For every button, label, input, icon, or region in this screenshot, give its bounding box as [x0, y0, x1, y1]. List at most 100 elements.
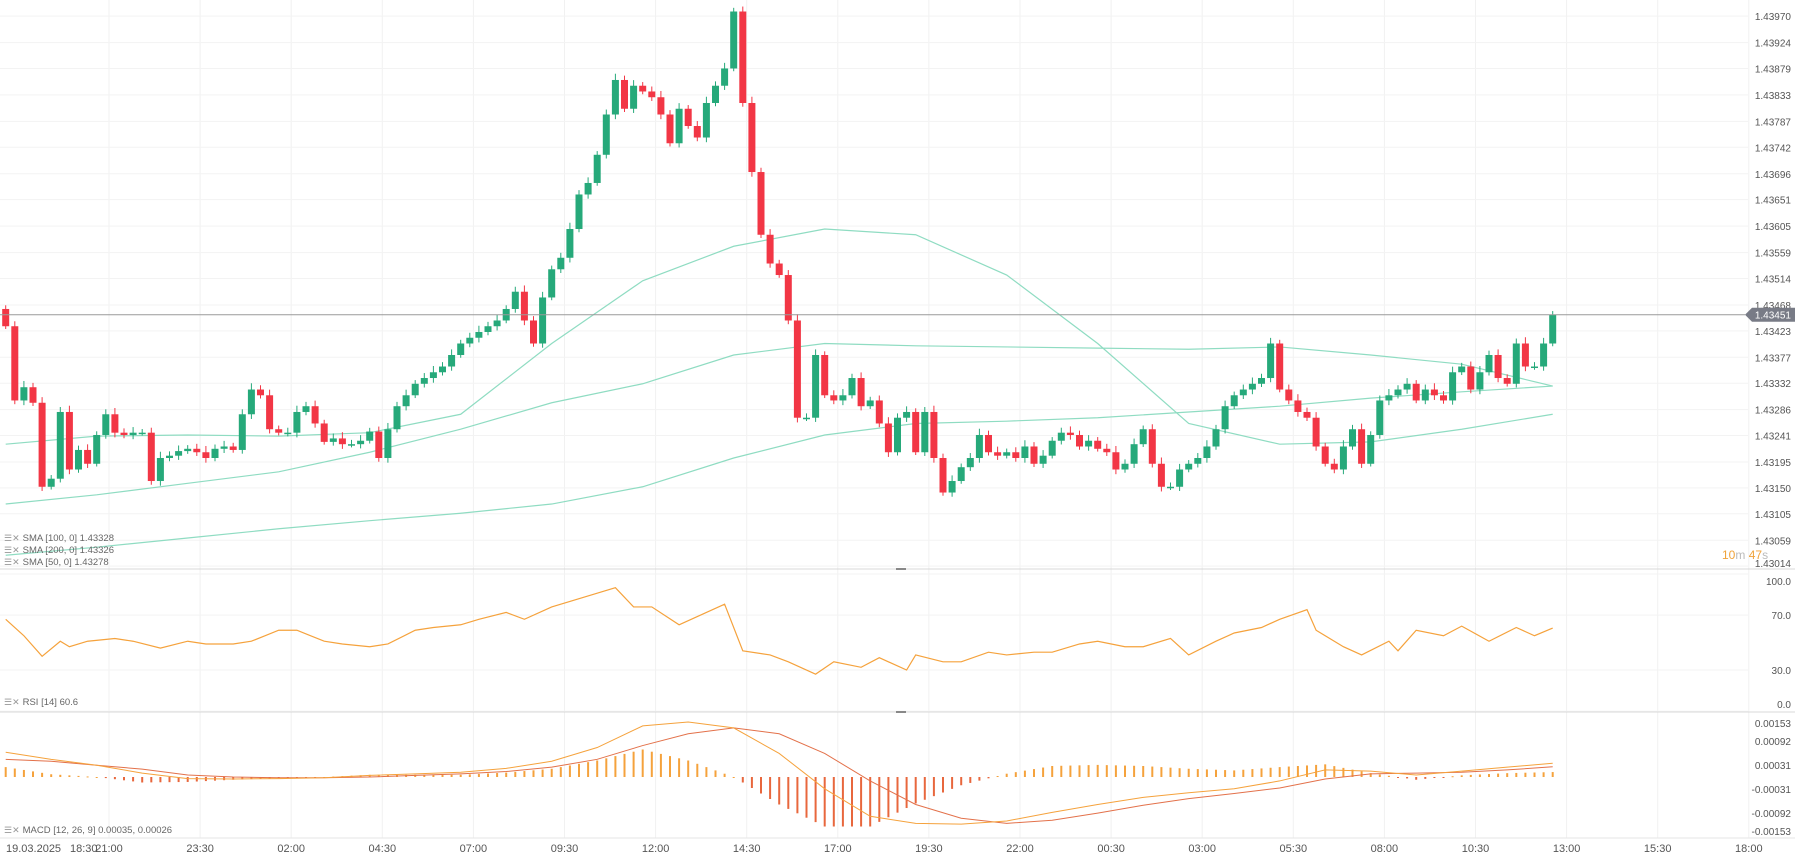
candle-bullish [1194, 457, 1202, 464]
candle-bearish [621, 79, 628, 109]
candle-bullish [1003, 452, 1011, 456]
macd-histogram-bar [1369, 773, 1372, 777]
candle-bearish [1303, 411, 1311, 418]
candle-bearish [2, 308, 10, 327]
candle-bearish [1276, 343, 1284, 390]
macd-histogram-bar [1251, 769, 1254, 777]
candle-bearish [1148, 429, 1156, 464]
macd-histogram-bar [787, 777, 790, 809]
macd-histogram-bar [1151, 766, 1154, 777]
macd-histogram-bar [496, 773, 499, 777]
settings-icon[interactable]: ☰✕ [4, 825, 20, 835]
sma-line-50 [5, 228, 1553, 445]
last-price-badge [1745, 307, 1795, 322]
legend-rsi[interactable]: ☰✕ RSI [14] 60.6 [4, 697, 78, 708]
settings-icon[interactable]: ☰✕ [4, 557, 20, 567]
macd-histogram-bar [1296, 765, 1299, 777]
candle-bullish [138, 432, 146, 435]
price-axis-label: 1.43332 [1755, 379, 1792, 390]
candle-bullish [948, 481, 956, 493]
candle-bullish [1339, 446, 1347, 470]
macd-histogram-bar [1387, 775, 1390, 777]
candle-bullish [329, 438, 337, 442]
price-axis-label: 1.43970 [1755, 12, 1792, 23]
candle-bullish [75, 449, 82, 470]
macd-histogram-bar [250, 777, 253, 780]
candle-bullish [539, 297, 547, 344]
x-axis-tick-label: 07:00 [460, 843, 488, 855]
macd-histogram-bar [1233, 770, 1236, 777]
legend-sma200[interactable]: ☰✕ SMA [200, 0] 1.43326 [4, 545, 114, 556]
macd-histogram-bar [232, 777, 235, 780]
candle-bullish [1230, 395, 1238, 407]
candle-bullish [166, 455, 173, 458]
macd-histogram-bar [623, 753, 626, 777]
macd-histogram-bar [705, 767, 708, 777]
candle-bullish [411, 383, 419, 396]
macd-histogram-bar [932, 777, 935, 797]
candle-bullish [1531, 366, 1538, 369]
timer-seconds: 47 [1748, 548, 1763, 562]
candle-bearish [775, 263, 783, 276]
x-axis-tick-label: 10:30 [1462, 843, 1490, 855]
macd-signal-line [5, 727, 1553, 824]
macd-histogram-bar [1406, 777, 1409, 779]
candle-bearish [1312, 417, 1320, 447]
macd-histogram-bar [441, 774, 444, 777]
candle-bullish [1449, 372, 1457, 401]
macd-histogram-bar [568, 765, 571, 777]
candle-bearish [994, 452, 1002, 456]
candle-bullish [1349, 429, 1356, 447]
macd-histogram-bar [168, 777, 171, 783]
macd-histogram-bar [687, 760, 690, 777]
x-axis-tick-label: 00:30 [1097, 843, 1125, 855]
settings-icon[interactable]: ☰✕ [4, 697, 20, 707]
macd-histogram-bar [587, 762, 590, 777]
candle-bullish [721, 68, 729, 86]
macd-histogram-bar [1324, 764, 1327, 777]
legend-sma50[interactable]: ☰✕ SMA [50, 0] 1.43278 [4, 557, 109, 568]
candle-bullish [602, 114, 610, 155]
macd-histogram-bar [860, 777, 863, 827]
macd-histogram-bar [77, 775, 80, 777]
candle-bullish [1267, 343, 1275, 379]
candle-bullish [1376, 400, 1384, 435]
candle-bearish [266, 395, 274, 430]
candle-bullish [284, 432, 292, 435]
macd-histogram-bar [468, 774, 471, 777]
macd-histogram-bar [1433, 777, 1436, 778]
macd-histogram-bar [1469, 774, 1472, 777]
macd-histogram-bar [487, 773, 489, 777]
x-axis-date-label: 19.03.2025 [6, 843, 61, 855]
candle-bearish [1103, 448, 1111, 453]
candle-bearish [884, 423, 892, 453]
candle-bullish [484, 326, 492, 332]
rsi-axis-label: 70.0 [1772, 611, 1792, 622]
macd-histogram-bar [605, 758, 608, 777]
legend-sma100[interactable]: ☰✕ SMA [100, 0] 1.43328 [4, 533, 114, 544]
legend-macd[interactable]: ☰✕ MACD [12, 26, 9] 0.00035, 0.00026 [4, 825, 172, 836]
legend-macd-text: MACD [12, 26, 9] 0.00035, 0.00026 [22, 825, 173, 836]
macd-histogram-bar [1042, 767, 1045, 777]
candle-bullish [466, 337, 474, 344]
settings-icon[interactable]: ☰✕ [4, 533, 20, 543]
candle-bearish [1321, 446, 1329, 464]
macd-histogram-bar [532, 770, 535, 777]
legend-rsi-text: RSI [14] 60.6 [22, 697, 79, 708]
macd-histogram-bar [1114, 765, 1117, 777]
candle-bearish [666, 114, 674, 144]
macd-histogram-bar [1023, 770, 1026, 777]
macd-histogram-bar [123, 777, 125, 781]
macd-histogram-bar [523, 771, 526, 777]
candle-bullish [1212, 429, 1220, 447]
candle-bearish [1030, 446, 1038, 464]
candle-bullish [630, 85, 638, 109]
macd-histogram-bar [969, 777, 972, 783]
macd-histogram-bar [59, 774, 62, 777]
candle-bullish [848, 378, 856, 396]
macd-histogram-bar [68, 775, 71, 777]
macd-histogram-bar [550, 768, 553, 777]
candle-bearish [1494, 355, 1502, 379]
settings-icon[interactable]: ☰✕ [4, 545, 20, 555]
